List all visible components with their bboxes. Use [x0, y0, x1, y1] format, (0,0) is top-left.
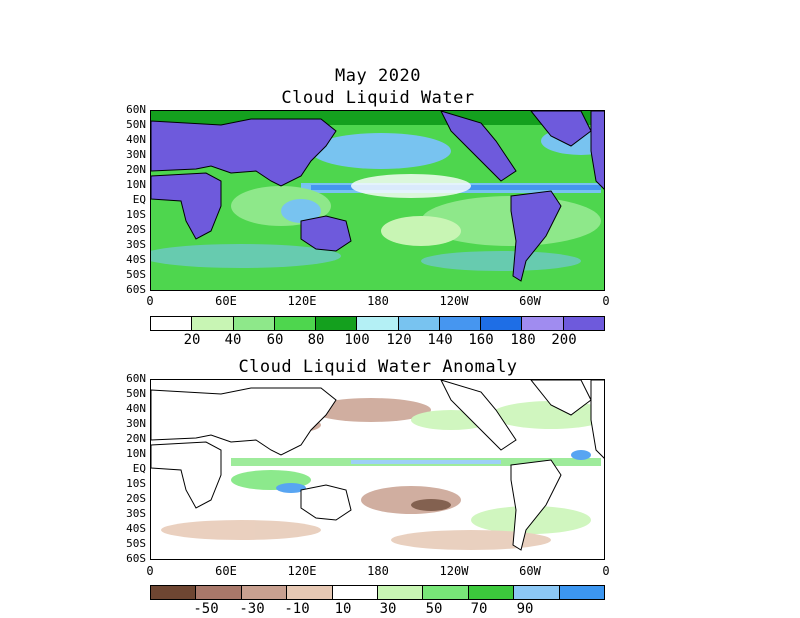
- top-map-title: Cloud Liquid Water: [281, 88, 475, 108]
- lat-label: 30S: [126, 238, 146, 251]
- cloud-liquid-water-map-svg: [151, 111, 604, 290]
- colorbar-swatch: [332, 586, 379, 599]
- lat-label: 40N: [126, 402, 146, 415]
- colorbar-label: 50: [425, 601, 443, 617]
- lon-label: 60W: [519, 294, 541, 308]
- lat-label: 60S: [126, 283, 146, 296]
- lat-label: 20S: [126, 492, 146, 505]
- colorbar-swatch: [287, 586, 333, 599]
- bottom-map-title: Cloud Liquid Water Anomaly: [238, 357, 518, 377]
- colorbar-label: 120: [386, 332, 412, 348]
- lat-label: 10N: [126, 447, 146, 460]
- date-title: May 2020: [335, 66, 421, 86]
- lat-label: 60N: [126, 103, 146, 116]
- lat-label: 50S: [126, 268, 146, 281]
- land-layer-top: [151, 111, 604, 282]
- lat-label: 30N: [126, 417, 146, 430]
- colorbar-swatch: [439, 317, 482, 330]
- lat-label: EQ: [132, 462, 146, 475]
- lon-label: 60E: [215, 294, 237, 308]
- colorbar-label: 70: [470, 601, 488, 617]
- lat-label: 10S: [126, 208, 146, 221]
- colorbar-label: 30: [379, 601, 397, 617]
- lon-label: 0: [146, 294, 154, 308]
- lat-label: 30N: [126, 148, 146, 161]
- colorbar-swatch: [357, 317, 399, 330]
- colorbar-label: -30: [239, 601, 265, 617]
- lat-label: 20N: [126, 163, 146, 176]
- lon-label: 60W: [519, 564, 541, 578]
- colorbar-swatch: [398, 317, 440, 330]
- colorbar-label: 20: [183, 332, 201, 348]
- lon-label: 0: [146, 564, 154, 578]
- colorbar-swatch: [481, 317, 523, 330]
- lat-label: EQ: [132, 193, 146, 206]
- colorbar-swatch: [559, 586, 605, 599]
- colorbar-swatch: [378, 586, 424, 599]
- colorbar-swatch: [522, 317, 564, 330]
- colorbar-swatch: [274, 317, 317, 330]
- colorbar-swatch: [423, 586, 469, 599]
- lon-label: 120E: [287, 564, 317, 578]
- colorbar-label: 60: [266, 332, 284, 348]
- cloud-liquid-water-anomaly-map: [150, 379, 605, 560]
- cloud-liquid-water-anomaly-map-svg: [151, 380, 604, 559]
- colorbar-swatch: [192, 317, 234, 330]
- lat-label: 60N: [126, 372, 146, 385]
- colorbar-label: 80: [307, 332, 325, 348]
- colorbar-swatch: [241, 586, 288, 599]
- colorbar-label: 160: [468, 332, 494, 348]
- colorbar-label: 40: [224, 332, 242, 348]
- colorbar-label: -50: [193, 601, 219, 617]
- colorbar-swatch: [151, 317, 193, 330]
- lon-label: 180: [367, 294, 389, 308]
- colorbar-label: -10: [284, 601, 310, 617]
- lat-label: 10S: [126, 477, 146, 490]
- lat-label: 50N: [126, 118, 146, 131]
- lat-label: 50S: [126, 537, 146, 550]
- lat-label: 10N: [126, 178, 146, 191]
- colorbar-label: 140: [427, 332, 453, 348]
- lon-label: 180: [367, 564, 389, 578]
- colorbar-swatch: [196, 586, 242, 599]
- colorbar-swatch: [468, 586, 515, 599]
- colorbar-label: 180: [510, 332, 536, 348]
- colorbar-swatch: [151, 586, 197, 599]
- lat-label: 20N: [126, 432, 146, 445]
- colorbar-label: 90: [516, 601, 534, 617]
- lat-label: 60S: [126, 552, 146, 565]
- lat-label: 40S: [126, 522, 146, 535]
- land-layer-bottom: [151, 380, 604, 551]
- lat-label: 40N: [126, 133, 146, 146]
- colorbar-label: 100: [344, 332, 370, 348]
- colorbar-swatch: [233, 317, 275, 330]
- lon-label: 120E: [287, 294, 317, 308]
- lon-label: 0: [602, 564, 610, 578]
- lat-label: 50N: [126, 387, 146, 400]
- lon-label: 0: [602, 294, 610, 308]
- lat-label: 30S: [126, 507, 146, 520]
- colorbar-label: 200: [551, 332, 577, 348]
- lat-label: 20S: [126, 223, 146, 236]
- colorbar-top: [150, 316, 605, 331]
- lat-label: 40S: [126, 253, 146, 266]
- lon-label: 120W: [439, 294, 469, 308]
- colorbar-swatch: [563, 317, 604, 330]
- lon-label: 60E: [215, 564, 237, 578]
- colorbar-swatch: [514, 586, 560, 599]
- colorbar-swatch: [316, 317, 358, 330]
- cloud-liquid-water-map: [150, 110, 605, 291]
- colorbar-label: 10: [334, 601, 352, 617]
- lon-label: 120W: [439, 564, 469, 578]
- colorbar-bottom: [150, 585, 605, 600]
